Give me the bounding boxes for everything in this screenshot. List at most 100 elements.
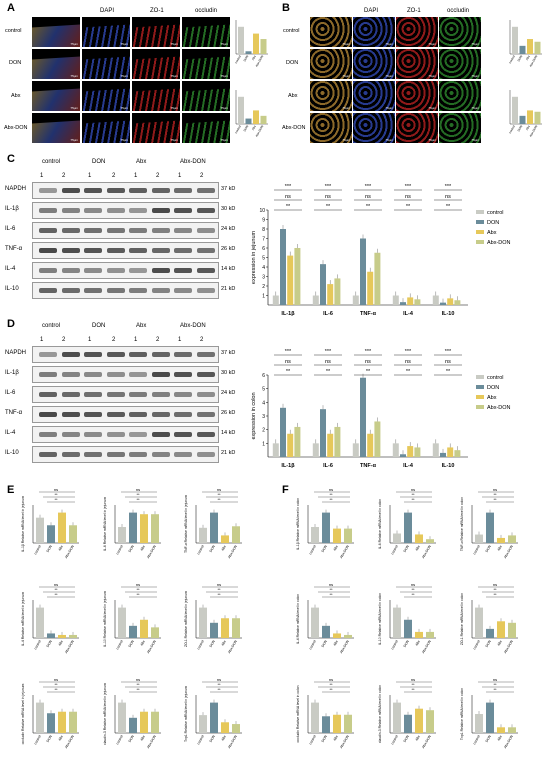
- bar-don: [440, 302, 446, 305]
- blot-band: [39, 352, 57, 357]
- if-row-control-b: control: [283, 28, 300, 34]
- sig-label: ns: [405, 359, 411, 365]
- scale-bar-label: 75μm: [70, 42, 78, 46]
- legend-swatch: [476, 240, 484, 244]
- bar-control: [36, 702, 44, 733]
- blot-band: [151, 432, 170, 437]
- blot-strip-il10: [32, 446, 219, 463]
- bar-don: [280, 407, 286, 457]
- scale-bar-label: 75μm: [220, 42, 228, 46]
- quant-bar: [512, 96, 518, 124]
- bar-abx: [327, 284, 334, 305]
- y-tick-label: 5: [262, 387, 265, 393]
- x-tick-label: control: [196, 734, 205, 745]
- blot-band: [151, 412, 170, 417]
- micrograph-abx-don-1: 75μm: [82, 113, 130, 143]
- blot-strip-il6: [32, 386, 219, 403]
- protein-label: NAPDH: [5, 350, 27, 356]
- blot-band: [196, 372, 215, 377]
- blot-band: [84, 208, 102, 213]
- legend-label: Abx-DON: [487, 240, 511, 246]
- scale-bar-label: 75μm: [120, 42, 128, 46]
- panel-label-f: F: [282, 484, 289, 496]
- bar-don: [129, 512, 137, 543]
- bar-control: [199, 715, 207, 733]
- bar-abx-don: [374, 252, 381, 305]
- x-tick-label: control: [472, 544, 481, 555]
- sig-label: ns: [285, 194, 291, 200]
- bar-abx: [415, 708, 423, 733]
- bar-abx: [58, 634, 66, 638]
- x-tick-label: control: [33, 544, 42, 555]
- sig-label: ns: [217, 582, 221, 587]
- blot-band: [39, 392, 57, 397]
- bar-abx: [221, 535, 229, 543]
- scale-bar-label: 75μm: [170, 138, 178, 142]
- sig-label: ***: [285, 184, 292, 190]
- protein-label: IL-1β: [5, 370, 19, 376]
- bar-control: [475, 607, 483, 638]
- blot-band: [84, 372, 102, 377]
- blot-band: [84, 432, 102, 437]
- x-tick-label: Abx-DON: [421, 544, 432, 559]
- kd-label: 30 kD: [221, 370, 236, 376]
- legend-label: control: [487, 375, 504, 381]
- blot-band: [39, 268, 57, 273]
- bar-abx-don: [426, 631, 434, 638]
- x-tick-label: Abx: [332, 639, 339, 646]
- blot-band: [61, 268, 80, 273]
- blot-band: [84, 352, 102, 357]
- kd-label: 37 kD: [221, 186, 236, 192]
- blot-band: [39, 228, 57, 233]
- blot-band: [174, 288, 192, 293]
- protein-label: IL-1β: [5, 206, 19, 212]
- x-tick-label: DON: [209, 639, 217, 648]
- bar-abx: [367, 433, 374, 457]
- bar-don: [404, 512, 412, 543]
- blot-band: [106, 412, 125, 417]
- bar-abx: [497, 537, 505, 543]
- sig-label: ns: [329, 582, 333, 587]
- x-tick-label: DON: [403, 734, 411, 743]
- sig-label: **: [54, 687, 58, 692]
- y-axis-label: claudin-3 Relative mRNA level in jejunum: [103, 683, 107, 745]
- wb-lane-number: 2: [112, 337, 116, 343]
- protein-label: IL-6: [5, 226, 16, 232]
- bar-abx-don: [232, 618, 240, 638]
- quant-bar: [238, 26, 244, 54]
- bar-control: [475, 714, 483, 733]
- x-tick-label: DON: [46, 544, 54, 553]
- blot-band: [106, 392, 125, 397]
- bar-control: [393, 702, 401, 733]
- sig-label: **: [493, 592, 497, 597]
- bar-don: [47, 525, 55, 543]
- blot-band: [61, 248, 80, 253]
- sig-label: **: [136, 587, 140, 592]
- scale-bar-label: 75μm: [471, 42, 479, 46]
- bar-abx: [287, 255, 294, 305]
- sig-label: **: [217, 687, 221, 692]
- wb-lane-number: 1: [178, 173, 182, 179]
- sig-label: **: [329, 587, 333, 592]
- wb-lane-number: 1: [40, 173, 44, 179]
- blot-band: [196, 392, 215, 397]
- x-tick-label: control: [390, 544, 399, 555]
- bar-abx: [367, 271, 374, 305]
- panel-label-a: A: [7, 2, 15, 14]
- bar-abx: [140, 514, 148, 543]
- blot-band: [39, 432, 57, 437]
- blot-band: [129, 288, 147, 293]
- blot-band: [196, 188, 215, 193]
- bar-abx: [415, 631, 423, 638]
- blot-band: [151, 228, 170, 233]
- blot-band: [196, 248, 215, 253]
- x-tick-label: Abx: [57, 734, 64, 741]
- x-tick-label: Abx: [220, 734, 227, 741]
- sig-label: ns: [54, 487, 58, 492]
- if-row-control: control: [5, 28, 22, 34]
- wb-lane-number: 1: [88, 173, 92, 179]
- micrograph-don-3: 75μm: [182, 49, 230, 79]
- wb-lane-number: 2: [62, 337, 66, 343]
- quant-bar: [534, 41, 541, 54]
- bar-abx-don: [69, 634, 77, 638]
